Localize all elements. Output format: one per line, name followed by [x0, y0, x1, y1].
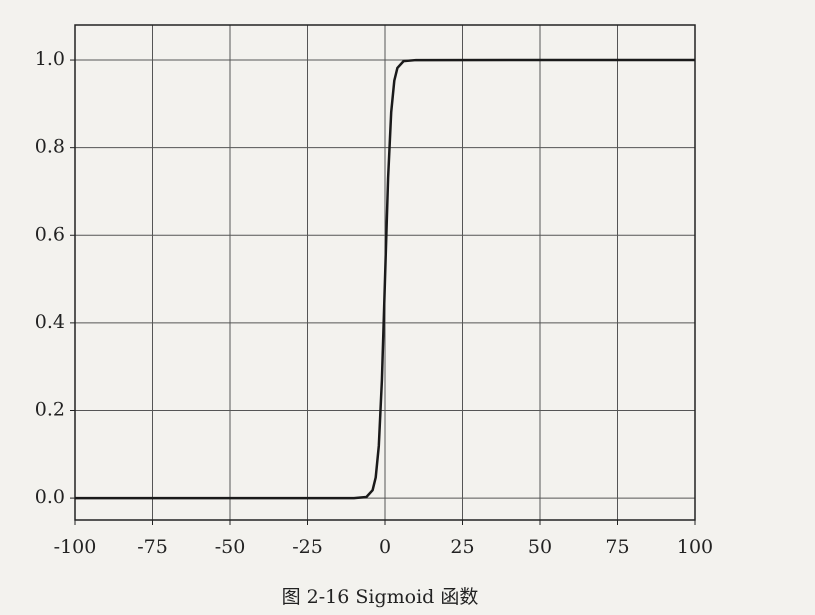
x-tick-label: 75 [605, 536, 629, 558]
x-tick-label: -50 [215, 536, 246, 558]
x-tick-label: -25 [292, 536, 323, 558]
plot-frame [74, 24, 696, 521]
y-tick-label: 0.8 [35, 136, 65, 158]
x-tick-label: -100 [54, 536, 97, 558]
x-tick-label: 50 [528, 536, 552, 558]
y-tick-label: 0.2 [35, 398, 65, 420]
x-tick-label: -75 [137, 536, 168, 558]
line-series [74, 58, 696, 500]
x-tick-label: 25 [450, 536, 474, 558]
y-tick-label: 0.6 [35, 223, 65, 245]
x-tick-label: 0 [379, 536, 391, 558]
y-tick-label: 0.0 [35, 486, 65, 508]
x-tick-label: 100 [677, 536, 713, 558]
y-tick-label: 0.4 [35, 311, 65, 333]
caption: 图 2-16 Sigmoid 函数 [282, 586, 479, 608]
y-tick-label: 1.0 [35, 48, 65, 70]
